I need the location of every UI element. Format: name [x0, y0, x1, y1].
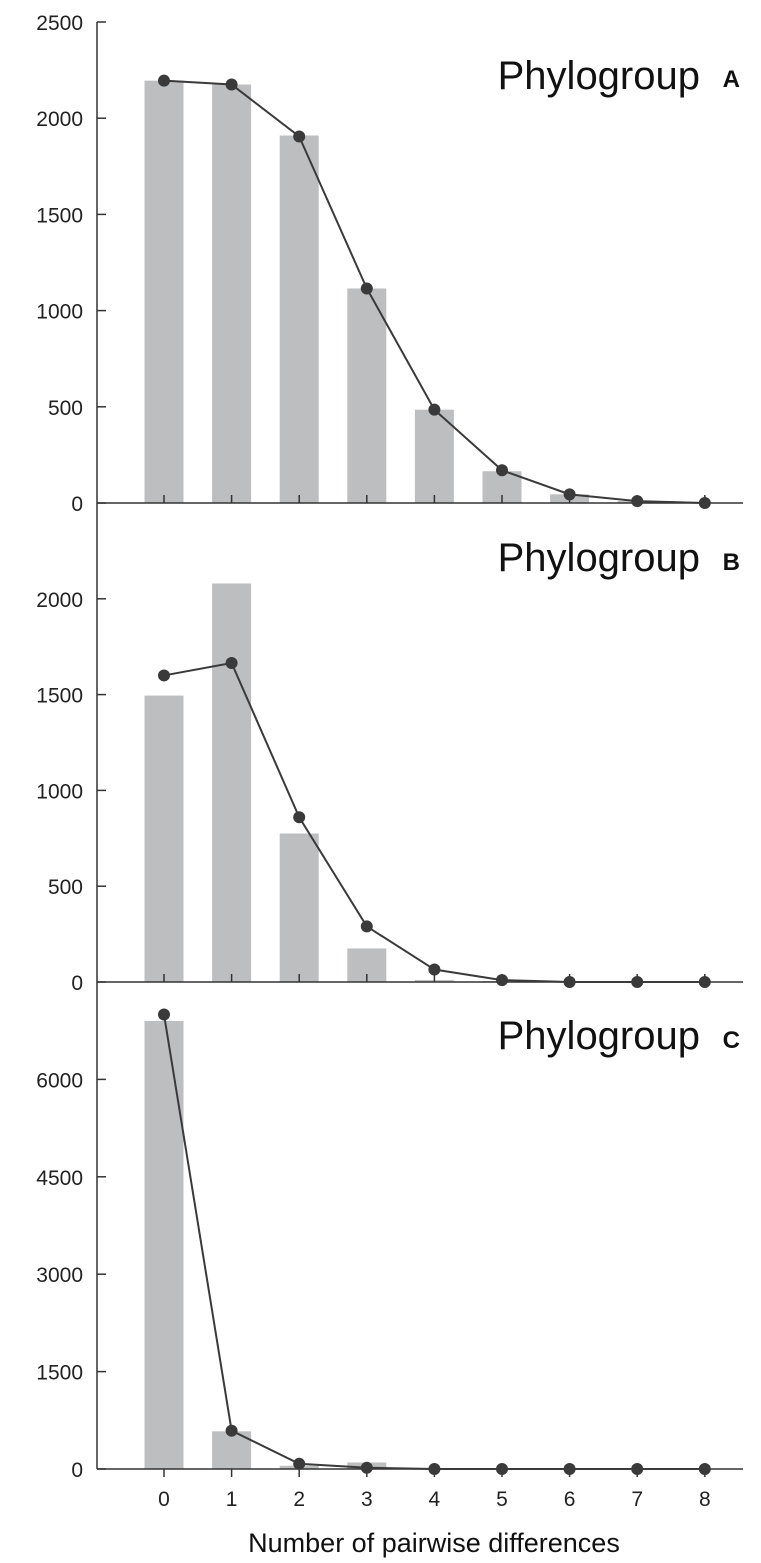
- x-tick-label: 2: [293, 1488, 305, 1511]
- line-point: [698, 976, 711, 988]
- line-point: [360, 282, 373, 295]
- panel-c-plot: 0 1500 3000 4500 6000 0 1 2 3 4 5 6 7 8: [36, 982, 743, 1511]
- y-tick-label: 2500: [36, 12, 83, 35]
- y-tick-label: 1500: [36, 1362, 83, 1385]
- line-point: [428, 1463, 441, 1475]
- panel-b-letter: B: [723, 549, 740, 576]
- y-tick-label: 1000: [36, 780, 83, 803]
- line-point: [225, 1424, 238, 1437]
- y-tick-label: 500: [48, 397, 83, 420]
- panel-c: Phylogroup C: [498, 1014, 740, 1058]
- bar: [414, 409, 454, 503]
- bar: [279, 135, 319, 504]
- line-point: [293, 811, 306, 824]
- y-tick-label: 0: [71, 1459, 83, 1482]
- line-point: [563, 1463, 576, 1475]
- line-point: [158, 74, 170, 87]
- panel-a: Phylogroup A: [498, 54, 740, 98]
- line-point: [563, 488, 576, 501]
- line-point: [428, 403, 441, 416]
- line-point: [496, 1463, 508, 1475]
- x-tick-label: 5: [496, 1488, 508, 1511]
- line-point: [360, 920, 373, 933]
- line-point: [631, 495, 644, 508]
- line-point: [698, 497, 711, 509]
- y-tick-label: 6000: [36, 1069, 83, 1092]
- panel-c-letter: C: [723, 1027, 740, 1054]
- y-tick-label: 1000: [36, 301, 83, 324]
- y-tick-label: 0: [71, 493, 83, 516]
- x-tick-label: 7: [631, 1488, 643, 1511]
- x-tick-label: 0: [158, 1488, 170, 1511]
- y-tick-label: 1500: [36, 685, 83, 708]
- bar: [347, 288, 387, 503]
- bar: [144, 695, 184, 982]
- x-tick-label: 8: [699, 1488, 711, 1511]
- line-point: [293, 130, 306, 143]
- panel-b: Phylogroup B: [498, 536, 740, 580]
- line-point: [496, 464, 508, 477]
- y-tick-label: 3000: [36, 1264, 83, 1287]
- y-tick-label: 0: [71, 972, 83, 995]
- y-tick-label: 4500: [36, 1167, 83, 1190]
- bar: [279, 833, 319, 982]
- panel-c-title: Phylogroup: [498, 1014, 700, 1058]
- series-line: [163, 1014, 705, 1470]
- bar: [144, 1020, 184, 1469]
- panel-b-title: Phylogroup: [498, 536, 700, 580]
- line-point: [225, 656, 238, 669]
- y-tick-label: 1500: [36, 204, 83, 227]
- y-tick-label: 2000: [36, 108, 83, 131]
- line-point: [631, 1463, 644, 1475]
- bar: [212, 84, 252, 503]
- x-tick-label: 6: [564, 1488, 576, 1511]
- bar: [212, 583, 252, 982]
- line-point: [563, 976, 576, 988]
- line-point: [225, 78, 238, 91]
- line-point: [293, 1457, 306, 1470]
- x-tick-label: 1: [226, 1488, 238, 1511]
- line-point: [428, 963, 441, 976]
- line-point: [158, 1008, 170, 1021]
- line-point: [158, 669, 170, 682]
- bar: [144, 80, 184, 503]
- panel-a-letter: A: [723, 66, 740, 93]
- y-tick-label: 500: [48, 876, 83, 899]
- line-point: [698, 1463, 711, 1475]
- line-point: [360, 1461, 373, 1474]
- panel-b-plot: 0 500 1000 1500 2000: [36, 503, 743, 995]
- y-tick-label: 2000: [36, 589, 83, 612]
- panel-a-plot: 0 500 1000 1500 2000 2500: [36, 12, 743, 516]
- panel-a-title: Phylogroup: [498, 54, 700, 98]
- x-axis-title: Number of pairwise differences: [248, 1528, 620, 1558]
- x-tick-label: 4: [429, 1488, 441, 1511]
- line-point: [496, 974, 508, 987]
- line-point: [631, 976, 644, 988]
- x-tick-label: 3: [361, 1488, 373, 1511]
